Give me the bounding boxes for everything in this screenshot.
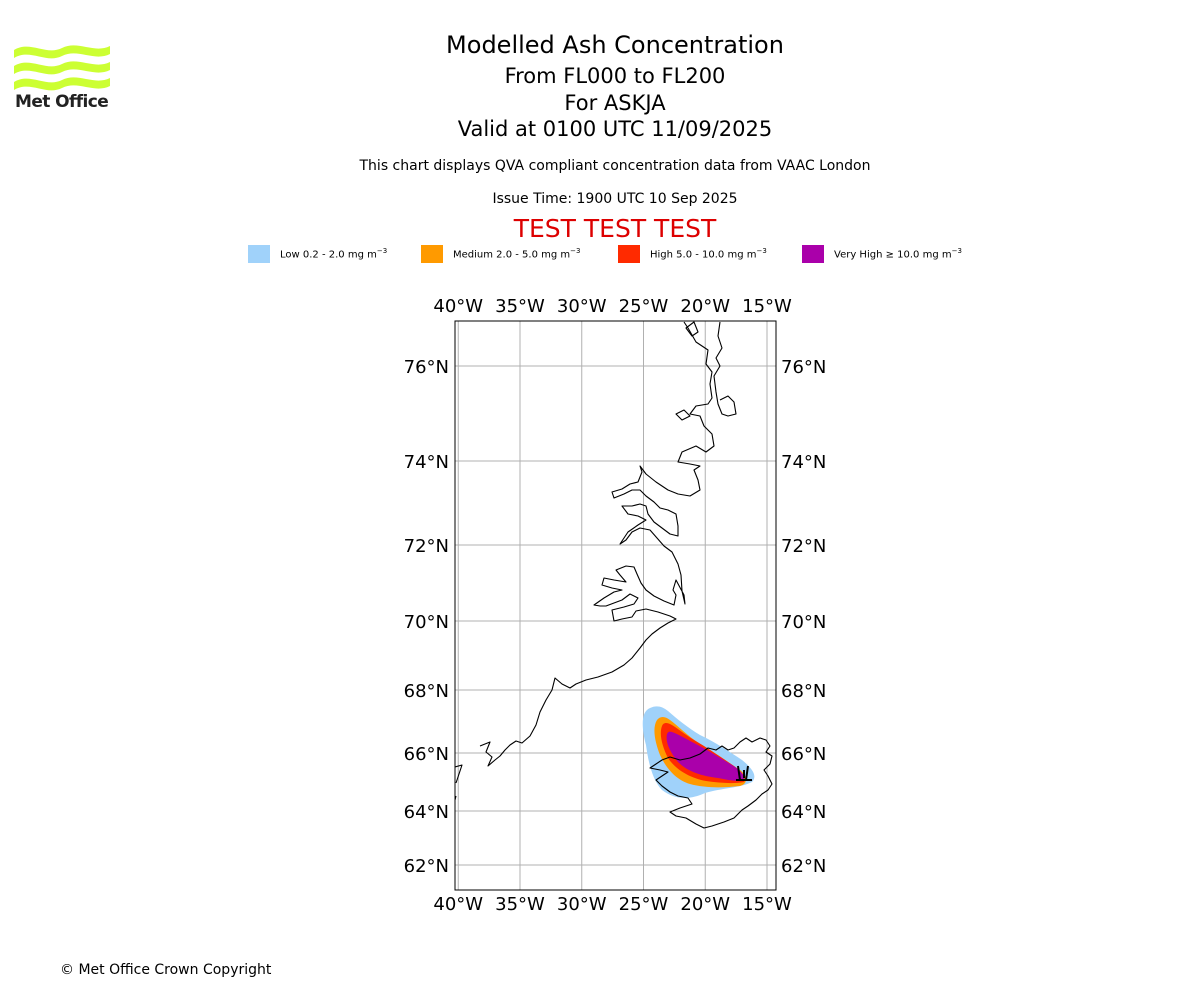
longitude-label: 20°W	[680, 894, 730, 915]
copyright: © Met Office Crown Copyright	[60, 962, 272, 978]
legend-label-medium: Medium 2.0 - 5.0 mg m	[453, 249, 571, 261]
chart-title: Modelled Ash Concentration	[446, 31, 784, 59]
flight-levels: From FL000 to FL200	[504, 64, 726, 88]
longitude-label: 25°W	[619, 894, 669, 915]
map-background	[455, 321, 776, 890]
longitude-label: 35°W	[495, 296, 545, 317]
test-banner: TEST TEST TEST	[513, 214, 717, 243]
legend-label-low: Low 0.2 - 2.0 mg m	[280, 249, 377, 261]
latitude-label: 68°N	[781, 681, 826, 702]
latitude-label: 68°N	[404, 681, 449, 702]
legend-label-very-high: Very High ≥ 10.0 mg m	[834, 249, 952, 261]
legend-swatch-very-high	[802, 245, 824, 263]
longitude-label: 15°W	[742, 296, 792, 317]
valid-time: Valid at 0100 UTC 11/09/2025	[457, 117, 773, 141]
legend-label-high: High 5.0 - 10.0 mg m	[650, 249, 757, 261]
longitude-label: 30°W	[557, 296, 607, 317]
latitude-label: 74°N	[404, 452, 449, 473]
volcano-marker	[736, 765, 752, 781]
latitude-labels-right: 76°N 74°N 72°N 70°N 68°N 66°N 64°N 62°N	[781, 357, 826, 877]
latitude-label: 76°N	[781, 357, 826, 378]
volcano-name: For ASKJA	[564, 91, 666, 115]
longitude-labels-top: 40°W 35°W 30°W 25°W 20°W 15°W	[433, 296, 792, 317]
ash-very-high-region	[666, 731, 745, 781]
latitude-label: 66°N	[404, 744, 449, 765]
longitude-label: 35°W	[495, 894, 545, 915]
latitude-label: 62°N	[781, 856, 826, 877]
ash-cloud	[642, 706, 755, 798]
latitude-labels-left: 76°N 74°N 72°N 70°N 68°N 66°N 64°N 62°N	[404, 357, 449, 877]
longitude-label: 15°W	[742, 894, 792, 915]
latitude-label: 64°N	[781, 802, 826, 823]
map-frame	[454, 320, 777, 891]
longitude-label: 30°W	[557, 894, 607, 915]
small-islands	[675, 321, 699, 421]
latitude-label: 72°N	[781, 536, 826, 557]
met-office-logo-text: Met Office	[15, 92, 109, 112]
graticule	[455, 321, 776, 890]
legend-swatch-low	[248, 245, 270, 263]
longitude-label: 20°W	[680, 296, 730, 317]
chart-description: This chart displays QVA compliant concen…	[359, 158, 871, 174]
latitude-label: 70°N	[404, 612, 449, 633]
legend-swatch-high	[618, 245, 640, 263]
longitude-label: 40°W	[433, 894, 483, 915]
met-office-logo	[14, 45, 110, 91]
latitude-label: 62°N	[404, 856, 449, 877]
longitude-label: 25°W	[619, 296, 669, 317]
longitude-label: 40°W	[433, 296, 483, 317]
iceland-coastline	[649, 737, 773, 829]
latitude-label: 76°N	[404, 357, 449, 378]
latitude-label: 66°N	[781, 744, 826, 765]
legend-swatch-medium	[421, 245, 443, 263]
latitude-label: 64°N	[404, 802, 449, 823]
latitude-label: 70°N	[781, 612, 826, 633]
latitude-label: 74°N	[781, 452, 826, 473]
issue-time: Issue Time: 1900 UTC 10 Sep 2025	[492, 191, 738, 207]
longitude-labels-bottom: 40°W 35°W 30°W 25°W 20°W 15°W	[433, 894, 792, 915]
latitude-label: 72°N	[404, 536, 449, 557]
